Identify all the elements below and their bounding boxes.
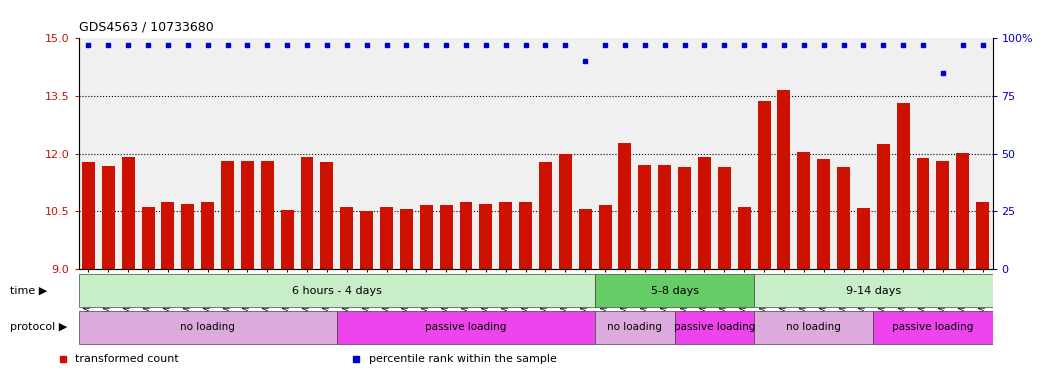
Bar (678, 167, 691, 269)
Bar (595, 275, 754, 307)
Bar (400, 209, 413, 269)
Bar (856, 208, 870, 269)
Bar (141, 207, 155, 269)
Text: no loading: no loading (180, 322, 236, 333)
Text: 6 hours - 4 days: 6 hours - 4 days (292, 286, 382, 296)
Bar (976, 202, 989, 269)
Bar (956, 153, 970, 269)
Bar (499, 202, 512, 269)
Bar (619, 143, 631, 269)
Text: protocol ▶: protocol ▶ (10, 322, 68, 333)
Bar (380, 207, 393, 269)
Text: GDS4563 / 10733680: GDS4563 / 10733680 (79, 21, 214, 34)
Bar (300, 157, 313, 269)
Bar (221, 161, 235, 269)
Bar (818, 159, 830, 269)
Text: no loading: no loading (786, 322, 841, 333)
Bar (79, 275, 595, 307)
Bar (340, 207, 353, 269)
Text: 9-14 days: 9-14 days (846, 286, 900, 296)
Text: passive loading: passive loading (673, 322, 755, 333)
Bar (659, 165, 671, 269)
Bar (639, 165, 651, 269)
Bar (261, 161, 273, 269)
Bar (121, 157, 135, 269)
Bar (320, 162, 333, 269)
Bar (798, 152, 810, 269)
Bar (360, 211, 373, 269)
Bar (181, 204, 195, 269)
Bar (595, 311, 674, 344)
Bar (460, 202, 472, 269)
Bar (674, 311, 754, 344)
Text: no loading: no loading (607, 322, 663, 333)
Text: passive loading: passive loading (892, 322, 974, 333)
Bar (698, 157, 711, 269)
Bar (440, 205, 452, 269)
Bar (754, 275, 993, 307)
Bar (281, 210, 293, 269)
Bar (837, 167, 850, 269)
Bar (718, 167, 731, 269)
Text: percentile rank within the sample: percentile rank within the sample (369, 354, 556, 364)
Bar (758, 101, 771, 269)
Bar (79, 311, 337, 344)
Bar (916, 158, 930, 269)
Bar (241, 161, 253, 269)
Bar (873, 311, 993, 344)
Bar (559, 154, 572, 269)
Bar (519, 202, 532, 269)
Bar (579, 209, 592, 269)
Text: passive loading: passive loading (425, 322, 507, 333)
Bar (539, 162, 552, 269)
Bar (480, 204, 492, 269)
Bar (754, 311, 873, 344)
Bar (936, 161, 950, 269)
Bar (102, 166, 115, 269)
Bar (337, 311, 595, 344)
Bar (599, 205, 611, 269)
Bar (896, 103, 910, 269)
Text: transformed count: transformed count (75, 354, 179, 364)
Bar (738, 207, 751, 269)
Text: 5-8 days: 5-8 days (650, 286, 698, 296)
Bar (161, 202, 175, 269)
Bar (876, 144, 890, 269)
Bar (778, 90, 790, 269)
Bar (420, 205, 432, 269)
Bar (82, 162, 95, 269)
Bar (201, 202, 215, 269)
Text: time ▶: time ▶ (10, 286, 48, 296)
